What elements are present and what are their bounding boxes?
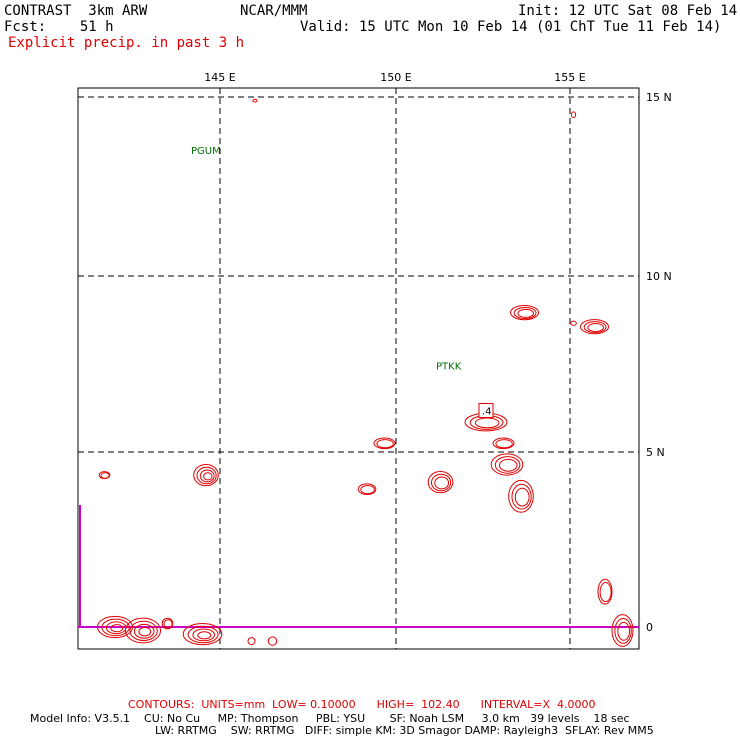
field-description: Explicit precip. in past 3 h — [8, 35, 245, 51]
precip-contour — [182, 623, 223, 646]
precip-contour — [110, 624, 124, 633]
precip-cell — [570, 111, 577, 118]
precip-contour — [570, 111, 577, 118]
station-label: PTKK — [436, 362, 462, 373]
precip-contour — [138, 627, 152, 637]
precip-contour — [510, 305, 539, 321]
precip-cell — [193, 464, 219, 487]
precip-cell — [267, 636, 278, 646]
precip-contour — [161, 617, 174, 630]
precip-contour — [508, 479, 534, 513]
precip-contour — [376, 439, 394, 449]
precip-cell — [373, 437, 396, 450]
model-info-line-2: LW: RRTMG SW: RRTMG DIFF: simple KM: 3D … — [155, 724, 654, 737]
precip-cell — [611, 614, 634, 647]
precip-cell — [161, 617, 174, 630]
precip-cell — [508, 479, 534, 513]
precip-contour — [199, 469, 215, 483]
precip-contour — [495, 439, 513, 449]
precip-cell — [98, 471, 111, 480]
precip-contour — [599, 582, 612, 603]
high-label-box — [478, 402, 494, 418]
tick-label-lat-10: 10 N — [646, 270, 672, 283]
valid-time: Valid: 15 UTC Mon 10 Feb 14 (01 ChT Tue … — [300, 19, 722, 35]
precip-contour — [570, 320, 577, 326]
precip-cell — [492, 437, 515, 450]
precip-contour — [511, 483, 532, 510]
precip-contour — [434, 476, 450, 490]
map-frame — [77, 87, 640, 650]
precip-cell — [510, 305, 539, 321]
precip-cell — [570, 320, 577, 326]
precip-contour — [193, 464, 219, 487]
model-info-line-1: Model Info: V3.5.1 CU: No Cu MP: Thompso… — [30, 712, 630, 725]
precip-cell — [247, 637, 256, 646]
precip-contour — [203, 472, 213, 481]
forecast-hour: Fcst: 51 h — [4, 19, 114, 35]
precip-cell — [597, 578, 613, 605]
organization: NCAR/MMM — [240, 3, 308, 19]
precip-contour — [614, 618, 632, 644]
precip-contour — [498, 458, 518, 472]
precip-contour — [187, 625, 219, 644]
grid — [78, 88, 639, 649]
precip-cell — [252, 98, 258, 103]
precip-contour — [197, 631, 212, 640]
tick-label-lon-150: 150 E — [380, 71, 411, 84]
precip-contour — [587, 323, 605, 332]
precip-contour — [494, 456, 521, 474]
precip-contour — [431, 473, 452, 492]
precip-contour — [373, 437, 396, 450]
precip-contour — [125, 617, 161, 644]
precip-contour — [611, 614, 634, 647]
contour-info: CONTOURS: UNITS=mm LOW= 0.10000 HIGH= 10… — [128, 698, 596, 711]
init-time: Init: 12 UTC Sat 08 Feb 14 — [518, 3, 738, 19]
precip-contour — [97, 615, 133, 639]
precip-contour — [517, 308, 535, 318]
precip-contour — [357, 483, 377, 496]
precip-cell — [427, 471, 454, 494]
precip-contour — [597, 578, 613, 605]
precip-contour — [252, 98, 258, 103]
precip-cell — [490, 453, 524, 476]
tick-label-lon-155: 155 E — [554, 71, 585, 84]
precip-contour — [192, 628, 215, 642]
precip-cell — [357, 483, 377, 496]
precip-contour — [492, 437, 515, 450]
precip-contour — [514, 487, 530, 507]
precip-contour — [133, 623, 155, 639]
tick-label-lat-15: 15 N — [646, 91, 672, 104]
tick-label-lon-145: 145 E — [204, 71, 235, 84]
precip-contour — [580, 319, 609, 335]
precip-cell — [580, 319, 609, 335]
precip-cell — [125, 617, 161, 644]
precip-contour — [247, 637, 256, 646]
precip-contour — [129, 620, 158, 642]
precip-contour — [360, 485, 375, 495]
precip-contour — [513, 307, 537, 319]
precip-contour — [163, 619, 173, 629]
precip-contour — [427, 471, 454, 494]
tick-label-lat-5: 5 N — [646, 446, 665, 459]
precip-contour — [101, 618, 130, 637]
precip-contour — [490, 453, 524, 476]
precip-contour — [583, 321, 607, 334]
precip-cell — [182, 623, 223, 646]
precip-contour — [474, 417, 500, 429]
precip-contour — [267, 636, 278, 646]
station-label: PGUM — [191, 146, 221, 157]
precip-contour — [196, 466, 217, 485]
high-label-text: .4 — [482, 406, 492, 417]
precip-contour — [617, 621, 631, 641]
precip-contour — [100, 472, 110, 479]
model-title: CONTRAST 3km ARW — [4, 3, 148, 19]
tick-label-lat-0: 0 — [646, 621, 653, 634]
